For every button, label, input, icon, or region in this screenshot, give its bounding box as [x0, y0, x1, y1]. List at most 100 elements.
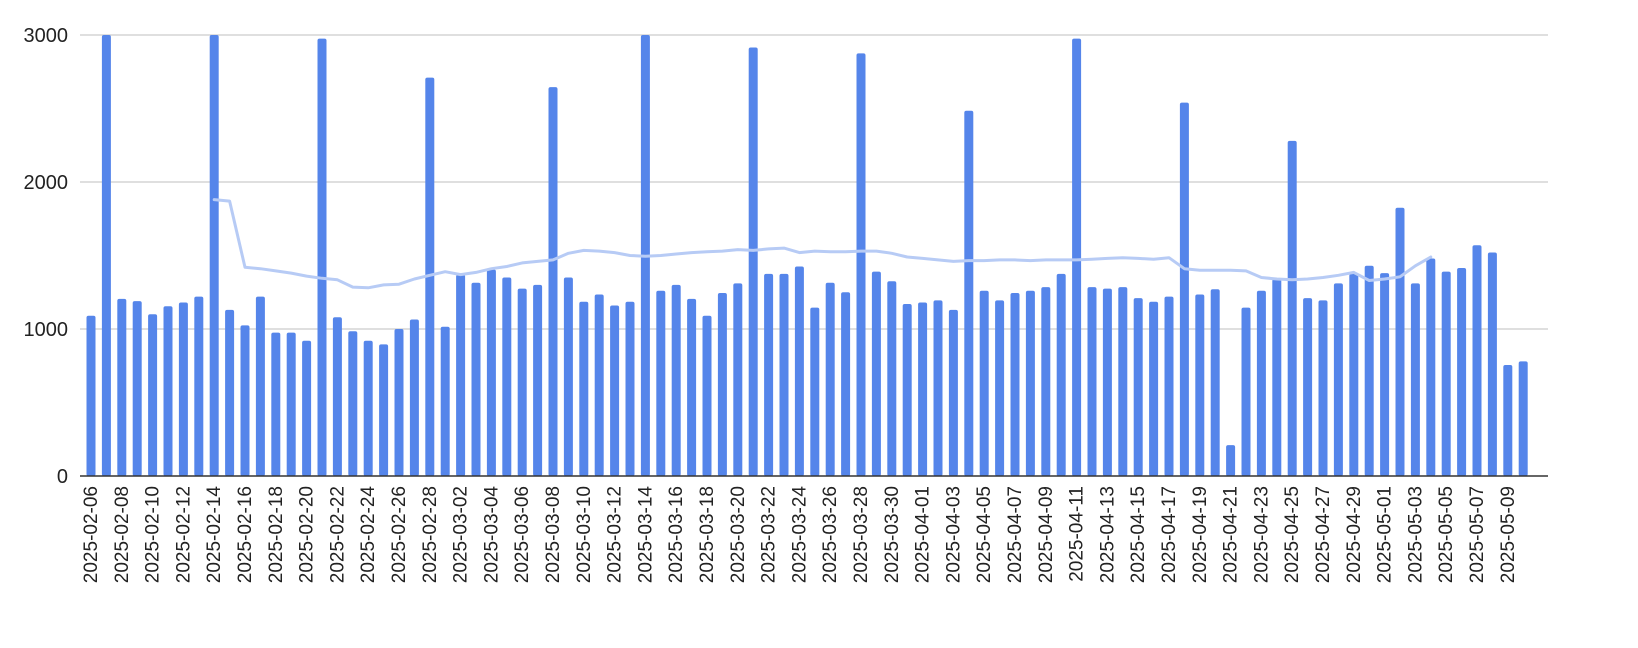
- bar-2025-02-11: [163, 306, 173, 476]
- bar-2025-03-13: [625, 301, 635, 476]
- x-tick-label-2025-04-09: 2025-04-09: [1036, 486, 1057, 583]
- bar-2025-04-08: [1025, 290, 1035, 476]
- bar-2025-03-19: [717, 292, 727, 476]
- x-tick-label-2025-02-14: 2025-02-14: [204, 486, 225, 584]
- bar-2025-04-09: [1041, 287, 1051, 476]
- bar-2025-04-20: [1210, 289, 1220, 476]
- bar-2025-04-22: [1241, 307, 1251, 476]
- bar-2025-04-04: [964, 110, 974, 476]
- bar-2025-02-27: [409, 319, 419, 476]
- bar-2025-04-12: [1087, 287, 1097, 476]
- x-tick-label-2025-04-23: 2025-04-23: [1251, 486, 1272, 583]
- bar-2025-05-04: [1426, 258, 1436, 476]
- bar-2025-05-08: [1487, 252, 1497, 476]
- bar-2025-02-20: [302, 340, 312, 476]
- bar-2025-03-09: [563, 277, 573, 476]
- bar-2025-02-19: [286, 332, 296, 476]
- bar-2025-03-20: [733, 283, 743, 476]
- bar-2025-03-05: [502, 277, 512, 476]
- x-tick-label-2025-03-20: 2025-03-20: [728, 486, 749, 583]
- bar-2025-02-10: [148, 314, 158, 476]
- bar-2025-04-19: [1195, 294, 1205, 476]
- bar-2025-04-23: [1256, 290, 1266, 476]
- y-tick-label-0: 0: [57, 466, 68, 488]
- x-tick-label-2025-03-08: 2025-03-08: [543, 486, 564, 583]
- x-tick-label-2025-03-10: 2025-03-10: [574, 486, 595, 583]
- bar-2025-04-06: [995, 300, 1005, 476]
- bar-series: [86, 35, 1528, 477]
- bar-2025-03-31: [902, 304, 912, 476]
- bar-2025-03-28: [856, 53, 866, 476]
- bar-2025-03-01: [440, 326, 450, 476]
- bar-2025-03-26: [825, 282, 835, 476]
- x-tick-label-2025-04-03: 2025-04-03: [943, 486, 964, 583]
- x-tick-label-2025-04-11: 2025-04-11: [1067, 486, 1088, 582]
- bar-2025-04-10: [1056, 273, 1066, 476]
- bar-2025-04-27: [1318, 300, 1328, 476]
- x-tick-label-2025-05-07: 2025-05-07: [1467, 486, 1488, 583]
- bar-2025-02-17: [255, 296, 265, 476]
- x-tick-label-2025-03-18: 2025-03-18: [697, 486, 718, 583]
- bar-2025-03-24: [794, 266, 804, 476]
- bar-2025-03-16: [671, 284, 681, 476]
- x-tick-label-2025-03-04: 2025-03-04: [481, 486, 502, 584]
- x-tick-label-2025-03-14: 2025-03-14: [635, 486, 656, 584]
- x-tick-label-2025-02-22: 2025-02-22: [327, 486, 348, 583]
- x-tick-label-2025-02-18: 2025-02-18: [266, 486, 287, 583]
- bar-2025-02-18: [271, 332, 281, 476]
- bar-2025-03-12: [610, 305, 620, 476]
- bar-2025-02-09: [132, 301, 142, 476]
- bar-2025-05-07: [1472, 245, 1482, 476]
- bar-2025-02-25: [379, 344, 389, 476]
- bar-2025-04-30: [1364, 265, 1374, 476]
- y-tick-label-3000: 3000: [24, 25, 69, 47]
- x-tick-label-2025-04-21: 2025-04-21: [1221, 486, 1242, 583]
- x-tick-label-2025-05-01: 2025-05-01: [1375, 486, 1396, 583]
- bar-2025-02-21: [317, 38, 327, 477]
- bar-2025-04-13: [1102, 288, 1112, 476]
- x-axis-tick-labels: 2025-02-06 2025-02-08 2025-02-10 2025-02-12…: [81, 486, 1519, 584]
- bar-2025-05-01: [1380, 273, 1390, 476]
- x-tick-label-2025-03-06: 2025-03-06: [512, 486, 533, 583]
- x-tick-label-2025-02-08: 2025-02-08: [112, 486, 133, 583]
- x-tick-label-2025-03-02: 2025-03-02: [451, 486, 472, 583]
- bar-2025-02-08: [117, 298, 127, 476]
- bar-2025-03-02: [456, 274, 466, 476]
- bar-2025-03-11: [594, 294, 604, 476]
- x-tick-label-2025-02-10: 2025-02-10: [143, 486, 164, 583]
- bar-2025-03-06: [517, 288, 527, 476]
- x-tick-label-2025-04-29: 2025-04-29: [1344, 486, 1365, 583]
- bar-2025-04-24: [1272, 279, 1282, 476]
- x-tick-label-2025-04-15: 2025-04-15: [1128, 486, 1149, 583]
- bar-2025-02-12: [178, 302, 188, 476]
- bar-2025-04-18: [1179, 102, 1189, 477]
- x-tick-label-2025-02-16: 2025-02-16: [235, 486, 256, 583]
- x-tick-label-2025-02-06: 2025-02-06: [81, 486, 102, 583]
- bar-2025-03-04: [486, 269, 496, 476]
- bar-2025-03-18: [702, 315, 712, 476]
- bar-2025-03-17: [687, 298, 697, 476]
- bar-2025-03-25: [810, 307, 820, 476]
- bar-2025-04-02: [933, 300, 943, 476]
- y-tick-label-2000: 2000: [24, 172, 69, 194]
- bar-2025-03-07: [533, 284, 543, 476]
- bar-2025-04-28: [1333, 283, 1343, 476]
- y-axis-tick-labels: 0 1000 2000 3000: [24, 25, 69, 488]
- x-tick-label-2025-02-24: 2025-02-24: [358, 486, 379, 584]
- y-tick-label-1000: 1000: [24, 319, 69, 341]
- bar-2025-02-22: [332, 317, 342, 476]
- x-tick-label-2025-05-09: 2025-05-09: [1498, 486, 1519, 583]
- bar-2025-02-24: [363, 340, 373, 476]
- bar-2025-02-14: [209, 35, 219, 476]
- bar-2025-02-16: [240, 325, 250, 476]
- x-tick-label-2025-03-28: 2025-03-28: [851, 486, 872, 583]
- trend-line: [212, 198, 1433, 290]
- bar-2025-04-25: [1287, 140, 1297, 476]
- x-tick-label-2025-03-30: 2025-03-30: [882, 486, 903, 583]
- trend-line-series: [212, 198, 1433, 290]
- bar-2025-04-03: [948, 309, 958, 476]
- bar-2025-04-11: [1072, 38, 1082, 477]
- bar-2025-03-03: [471, 282, 481, 476]
- bar-2025-05-03: [1410, 283, 1420, 476]
